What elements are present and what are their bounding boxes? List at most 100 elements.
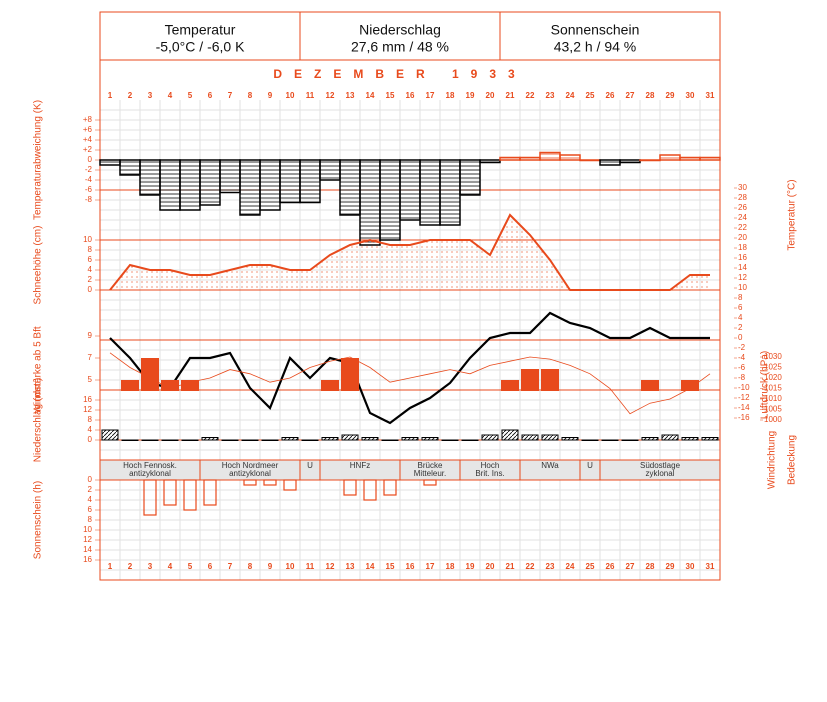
precip-bar bbox=[221, 439, 239, 441]
day-label: 16 bbox=[406, 562, 415, 571]
y-tick-label: 2 bbox=[88, 485, 93, 494]
day-label: 1 bbox=[108, 91, 113, 100]
day-label: 5 bbox=[188, 562, 193, 571]
sun-bar bbox=[243, 479, 257, 486]
axis-label: Windstärke ab 5 Bft bbox=[33, 326, 44, 413]
precip-bar bbox=[421, 437, 439, 441]
precip-bar bbox=[501, 429, 519, 441]
deviation-bar bbox=[379, 159, 401, 241]
header-value: -5,0°C / -6,0 K bbox=[156, 39, 246, 55]
day-label: 17 bbox=[426, 562, 435, 571]
day-label: 17 bbox=[426, 91, 435, 100]
wind-bar bbox=[541, 369, 559, 391]
y-tick-label: 4 bbox=[88, 265, 93, 274]
day-label: 30 bbox=[686, 91, 695, 100]
wind-bar bbox=[501, 380, 519, 391]
day-label: 30 bbox=[686, 562, 695, 571]
weather-type: Hoch bbox=[481, 461, 500, 470]
day-label: 19 bbox=[466, 91, 475, 100]
y-tick-label: 0 bbox=[738, 333, 743, 342]
day-label: 26 bbox=[606, 562, 615, 571]
deviation-bar bbox=[419, 159, 441, 226]
precip-bar bbox=[361, 437, 379, 441]
precip-bar bbox=[201, 437, 219, 441]
y-tick-label: +6 bbox=[83, 125, 93, 134]
day-label: 23 bbox=[546, 562, 555, 571]
side-label: Windrichtung bbox=[767, 431, 778, 489]
deviation-bar bbox=[519, 156, 541, 161]
precip-bar bbox=[341, 434, 359, 441]
day-label: 28 bbox=[646, 91, 655, 100]
precip-bar bbox=[541, 434, 559, 441]
weather-type: NWa bbox=[541, 461, 559, 470]
y-tick-label: -10 bbox=[738, 383, 750, 392]
day-label: 22 bbox=[526, 91, 535, 100]
header-title: Sonnenschein bbox=[551, 22, 640, 38]
deviation-bar bbox=[139, 159, 161, 196]
wind-bar bbox=[161, 380, 179, 391]
weather-type: HNFz bbox=[350, 461, 370, 470]
deviation-bar bbox=[659, 154, 681, 161]
y-tick-label: 4 bbox=[88, 425, 93, 434]
deviation-bar bbox=[499, 156, 521, 161]
y-tick-label: -8 bbox=[738, 373, 746, 382]
precip-bar bbox=[621, 439, 639, 441]
y-tick-label: +4 bbox=[83, 135, 93, 144]
y-tick-label: 1000 bbox=[764, 415, 782, 424]
y-tick-label: 1010 bbox=[764, 394, 782, 403]
day-label: 18 bbox=[446, 91, 455, 100]
day-label: 28 bbox=[646, 562, 655, 571]
day-label: 8 bbox=[248, 91, 253, 100]
day-label: 9 bbox=[268, 91, 273, 100]
day-label: 15 bbox=[386, 562, 395, 571]
day-label: 3 bbox=[148, 562, 153, 571]
deviation-bar bbox=[479, 159, 501, 164]
day-label: 8 bbox=[248, 562, 253, 571]
y-tick-label: 1020 bbox=[764, 373, 782, 382]
precip-bar bbox=[381, 439, 399, 441]
y-tick-label: 6 bbox=[88, 505, 93, 514]
precip-bar bbox=[241, 439, 259, 441]
weather-type: antizyklonal bbox=[129, 469, 171, 478]
deviation-bar bbox=[319, 159, 341, 181]
day-label: 18 bbox=[446, 562, 455, 571]
y-tick-label: -4 bbox=[85, 175, 93, 184]
snow-line bbox=[109, 213, 710, 291]
weather-type: Brücke bbox=[418, 461, 443, 470]
day-label: 13 bbox=[346, 91, 355, 100]
deviation-bar bbox=[359, 159, 381, 246]
precip-bar bbox=[641, 437, 659, 441]
y-tick-label: 8 bbox=[88, 245, 93, 254]
line bbox=[109, 311, 710, 425]
y-tick-label: 16 bbox=[83, 555, 92, 564]
deviation-bar bbox=[559, 154, 581, 161]
header-value: 43,2 h / 94 % bbox=[554, 39, 637, 55]
day-label: 22 bbox=[526, 562, 535, 571]
day-label: 12 bbox=[326, 91, 335, 100]
y-tick-label: 6 bbox=[88, 255, 93, 264]
y-tick-label: 18 bbox=[738, 243, 747, 252]
deviation-bar bbox=[219, 159, 241, 194]
deviation-bar bbox=[179, 159, 201, 211]
precip-bar bbox=[321, 437, 339, 441]
day-label: 29 bbox=[666, 562, 675, 571]
day-label: 14 bbox=[366, 562, 375, 571]
wind-bar bbox=[641, 380, 659, 391]
axis-label: Temperaturabweichung (K) bbox=[33, 100, 44, 220]
y-tick-label: 1005 bbox=[764, 405, 782, 414]
precip-bar bbox=[261, 439, 279, 441]
day-label: 23 bbox=[546, 91, 555, 100]
day-label: 24 bbox=[566, 91, 575, 100]
precip-bar bbox=[521, 434, 539, 441]
precip-bar bbox=[121, 439, 139, 441]
day-label: 9 bbox=[268, 562, 273, 571]
y-tick-label: 10 bbox=[83, 235, 92, 244]
y-tick-label: -12 bbox=[738, 393, 750, 402]
precip-bar bbox=[701, 437, 719, 441]
day-label: 21 bbox=[506, 91, 515, 100]
precip-bar bbox=[141, 439, 159, 441]
precip-bar bbox=[661, 434, 679, 441]
y-tick-label: 7 bbox=[88, 353, 93, 362]
day-label: 6 bbox=[208, 91, 213, 100]
weather-type: Brit. Ins. bbox=[475, 469, 504, 478]
